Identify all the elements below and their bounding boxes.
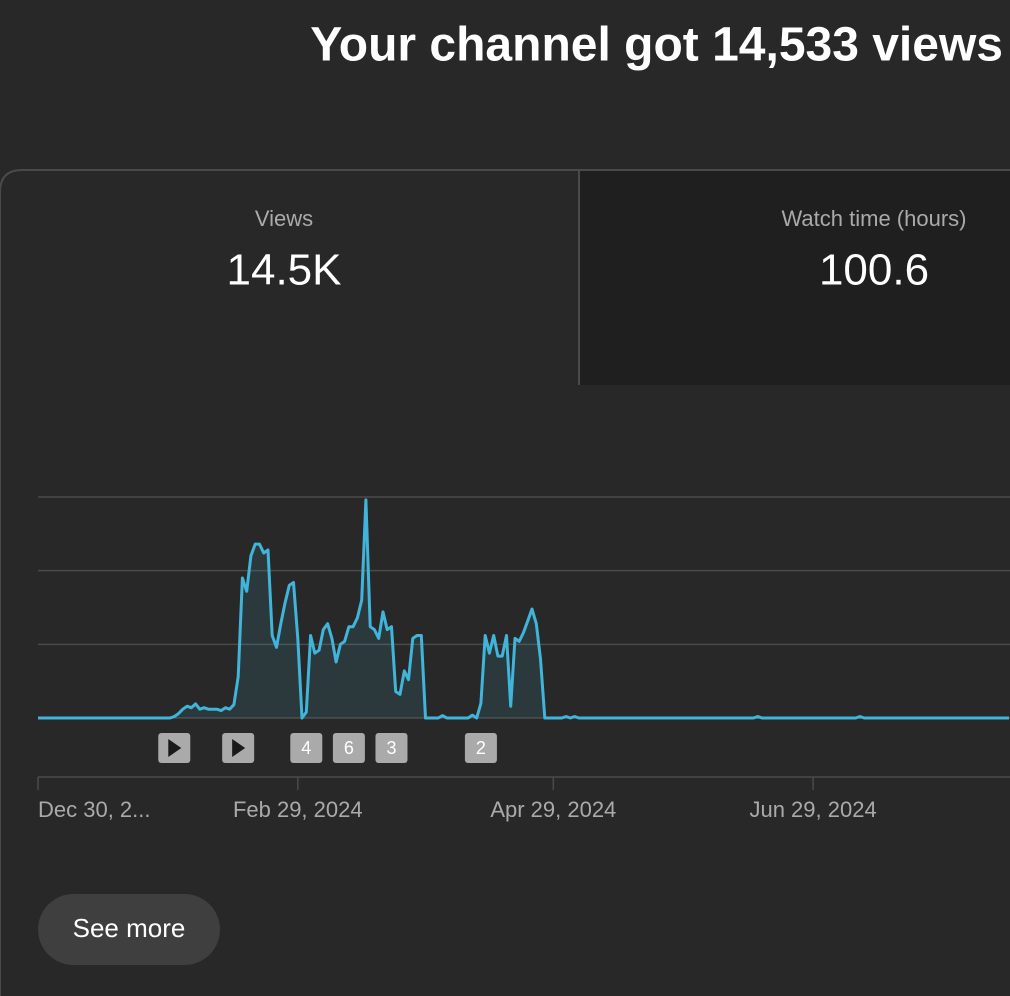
annotation-marker bbox=[375, 733, 408, 763]
annotation-marker bbox=[332, 733, 365, 763]
tab-label[interactable]: Views bbox=[255, 206, 313, 231]
x-tick-label: Apr 29, 2024 bbox=[490, 797, 616, 822]
area bbox=[38, 499, 1009, 718]
tab-value[interactable]: 14.5K bbox=[227, 246, 342, 295]
annotation-label: 3 bbox=[386, 738, 396, 758]
tab-selected-bg[interactable] bbox=[579, 171, 1010, 385]
annotation-label: 4 bbox=[301, 738, 311, 758]
annotation-marker bbox=[464, 733, 497, 763]
play-icon bbox=[168, 739, 182, 757]
x-tick-label: Jun 29, 2024 bbox=[749, 797, 876, 822]
page-title: Your channel got 14,533 views bbox=[310, 19, 1003, 72]
x-tick-label: Feb 29, 2024 bbox=[233, 797, 363, 822]
annotation-label: 6 bbox=[344, 738, 354, 758]
chart: Dec 30, 2... Feb 29, 2024 Apr 29, 2024 Jun … bbox=[37, 496, 1010, 822]
annotation-marker bbox=[290, 733, 323, 763]
annotation-label: 2 bbox=[476, 738, 486, 758]
tab-value[interactable]: 100.6 bbox=[819, 246, 929, 295]
see-more-label[interactable]: See more bbox=[73, 913, 186, 943]
play-icon bbox=[232, 739, 246, 757]
line bbox=[38, 498, 1009, 720]
tab-label[interactable]: Watch time (hours) bbox=[781, 206, 966, 231]
card-border bbox=[0, 169, 1010, 996]
x-tick-label: Dec 30, 2... bbox=[38, 797, 151, 822]
see-more-button[interactable] bbox=[38, 894, 220, 965]
